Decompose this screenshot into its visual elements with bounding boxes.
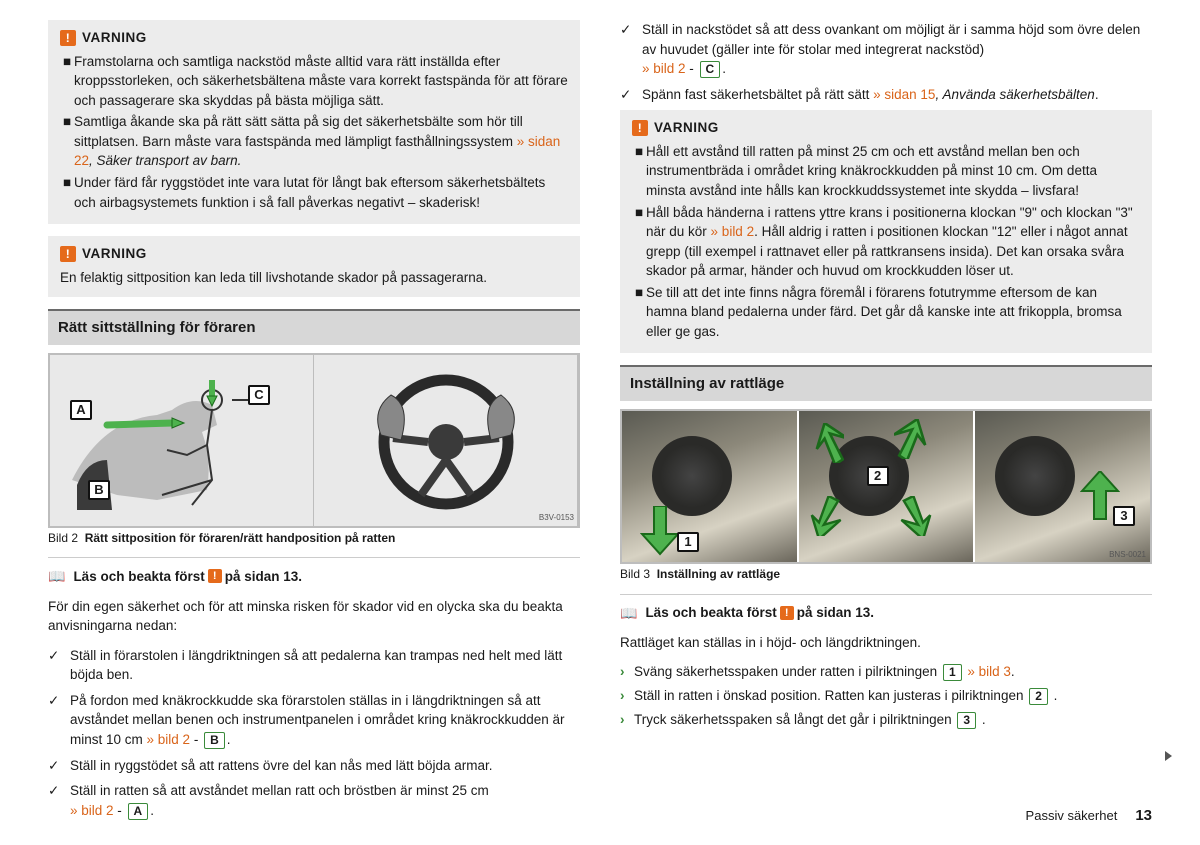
key-label: A [128,803,149,820]
cross-ref-link[interactable]: » bild 2 [642,61,686,76]
key-label: 3 [957,712,976,729]
figure-2-left: A B C [50,355,314,526]
page-footer: Passiv säkerhet 13 [1026,805,1152,827]
warning-text: En felaktig sittposition kan leda till l… [60,268,568,288]
cross-ref-link[interactable]: » bild 2 [70,803,114,818]
warning-box-2: ! VARNING En felaktig sittposition kan l… [48,236,580,297]
warning-text: Håll ett avstånd till ratten på minst 25… [646,142,1140,201]
warning-icon: ! [208,569,222,583]
book-icon: 📖 [620,603,637,623]
warning-text: Samtliga åkande ska på rätt sätt sätta p… [74,112,568,171]
step-marker-1: 1 [677,532,699,552]
warning-item: ■ Håll ett avstånd till ratten på minst … [632,142,1140,201]
warning-icon: ! [632,120,648,136]
warning-item: ■ Håll båda händerna i rattens yttre kra… [632,203,1140,281]
warning-item: ■ Samtliga åkande ska på rätt sätt sätta… [60,112,568,171]
figure-3-panel-1: 1 [622,411,797,562]
figure-code: BNS-0021 [1109,549,1146,561]
bullet: ■ [632,283,646,342]
cross-ref-link[interactable]: » bild 3 [964,664,1011,679]
label-c: C [248,385,270,405]
chevron-icon: › [620,662,634,682]
warning-text: Framstolarna och samtliga nackstöd måste… [74,52,568,111]
chevron-icon: › [620,686,634,706]
warning-title: VARNING [82,244,147,264]
check-icon: ✓ [48,691,70,750]
bullet: ■ [60,112,74,171]
checklist-item: ✓ Ställ in ratten så att avståndet mella… [48,781,580,820]
left-column: ! VARNING ■ Framstolarna och samtliga na… [48,20,580,826]
right-column: ✓ Ställ in nackstödet så att dess ovanka… [620,20,1152,826]
warning-heading: ! VARNING [60,244,568,264]
figure-2: A B C B3V-0153 [48,353,580,528]
intro-text: För din egen säkerhet och för att minska… [48,597,580,636]
warning-title: VARNING [82,28,147,48]
step-marker-3: 3 [1113,506,1135,526]
check-icon: ✓ [48,756,70,776]
figure-3-caption: Bild 3 Inställning av rattläge [620,566,1152,583]
warning-title: VARNING [654,118,719,138]
book-icon: 📖 [48,566,65,586]
label-b: B [88,480,110,500]
step-list: › Sväng säkerhetsspaken under ratten i p… [620,662,1152,729]
warning-box-1: ! VARNING ■ Framstolarna och samtliga na… [48,20,580,224]
bullet: ■ [632,142,646,201]
step-marker-2: 2 [867,466,889,486]
read-first-notice: 📖 Läs och beakta först ! på sidan 13. [48,566,580,586]
key-label: C [700,61,721,78]
continue-icon [1165,751,1172,761]
figure-3-panel-2: 2 [799,411,974,562]
checklist: ✓ Ställ in nackstödet så att dess ovanka… [620,20,1152,104]
checklist: ✓ Ställ in förarstolen i längdriktningen… [48,646,580,821]
key-label: B [204,732,225,749]
step-item: › Tryck säkerhetsspaken så långt det går… [620,710,1152,730]
warning-item: ■ Under färd får ryggstödet inte vara lu… [60,173,568,212]
checklist-item: ✓ Spänn fast säkerhetsbältet på rätt sät… [620,85,1152,105]
label-a: A [70,400,92,420]
figure-3-panel-3: 3 [975,411,1150,562]
warning-box-3: ! VARNING ■ Håll ett avstånd till ratten… [620,110,1152,353]
key-label: 2 [1029,688,1048,705]
warning-icon: ! [60,246,76,262]
checklist-item: ✓ Ställ in ryggstödet så att rattens övr… [48,756,580,776]
bullet: ■ [60,52,74,111]
step-item: › Sväng säkerhetsspaken under ratten i p… [620,662,1152,682]
warning-item: ■ Framstolarna och samtliga nackstöd mås… [60,52,568,111]
warning-item: ■ Se till att det inte finns några förem… [632,283,1140,342]
warning-heading: ! VARNING [632,118,1140,138]
bullet: ■ [632,203,646,281]
checklist-item: ✓ Ställ in förarstolen i längdriktningen… [48,646,580,685]
page-number: 13 [1135,805,1152,827]
figure-code: B3V-0153 [539,512,574,524]
warning-text: Se till att det inte finns några föremål… [646,283,1140,342]
check-icon: ✓ [48,781,70,820]
warning-icon: ! [780,606,794,620]
section-heading-driver-position: Rätt sittställning för föraren [48,309,580,345]
key-label: 1 [943,664,962,681]
warning-heading: ! VARNING [60,28,568,48]
figure-2-caption: Bild 2 Rätt sittposition för föraren/rät… [48,530,580,547]
warning-text: Håll båda händerna i rattens yttre krans… [646,203,1140,281]
warning-text: Under färd får ryggstödet inte vara luta… [74,173,568,212]
cross-ref-link[interactable]: » bild 2 [147,732,191,747]
chevron-icon: › [620,710,634,730]
check-icon: ✓ [620,20,642,79]
section-heading-steering-adjust: Inställning av rattläge [620,365,1152,401]
footer-section: Passiv säkerhet [1026,807,1118,826]
warning-icon: ! [60,30,76,46]
checklist-item: ✓ På fordon med knäkrockkudde ska förars… [48,691,580,750]
check-icon: ✓ [48,646,70,685]
check-icon: ✓ [620,85,642,105]
cross-ref-link[interactable]: » sidan 15 [873,87,935,102]
bullet: ■ [60,173,74,212]
intro-text: Rattläget kan ställas in i höjd- och län… [620,633,1152,653]
checklist-item: ✓ Ställ in nackstödet så att dess ovanka… [620,20,1152,79]
figure-3: 1 2 3 BNS-0021 [620,409,1152,564]
cross-ref-link[interactable]: » bild 2 [711,224,755,239]
figure-2-right [314,355,578,526]
read-first-notice: 📖 Läs och beakta först ! på sidan 13. [620,603,1152,623]
step-item: › Ställ in ratten i önskad position. Rat… [620,686,1152,706]
